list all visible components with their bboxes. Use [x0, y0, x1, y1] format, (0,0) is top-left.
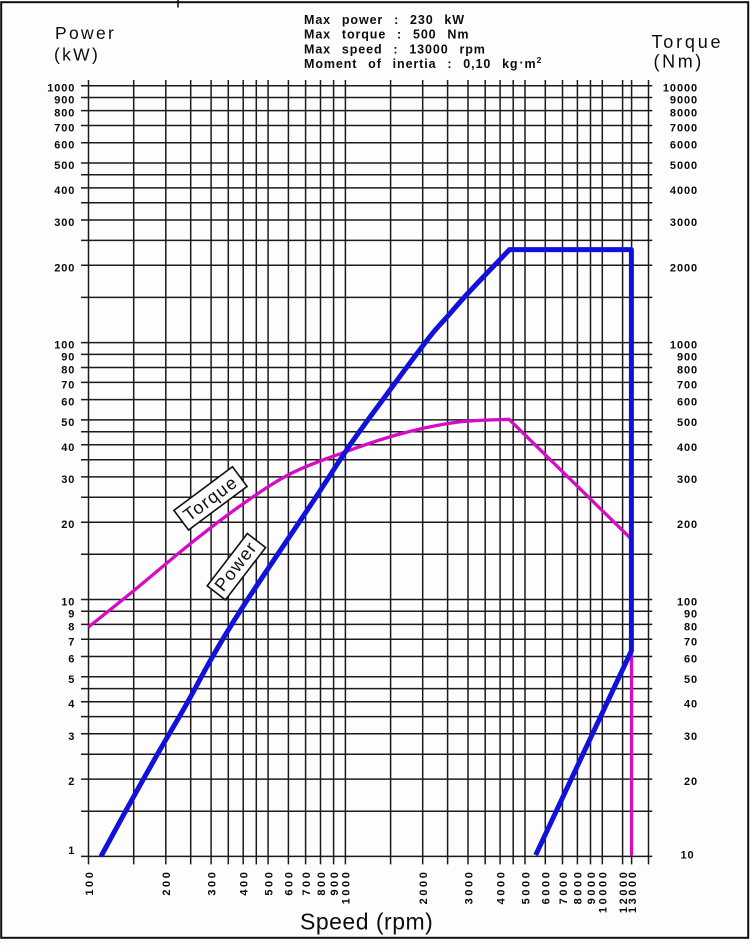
svg-text:1: 1 [68, 845, 75, 857]
svg-text:300: 300 [54, 217, 75, 229]
svg-text:80: 80 [61, 365, 75, 377]
svg-text:90: 90 [684, 608, 698, 620]
svg-text:Max speed : 13000 rpm: Max speed : 13000 rpm [304, 42, 486, 56]
svg-text:3000: 3000 [463, 870, 475, 905]
svg-text:30: 30 [684, 731, 698, 743]
svg-text:60: 60 [684, 654, 698, 666]
svg-text:4: 4 [68, 699, 75, 711]
svg-text:6000: 6000 [541, 870, 553, 905]
svg-text:3: 3 [68, 731, 75, 743]
svg-text:400: 400 [239, 870, 251, 896]
svg-text:30: 30 [61, 474, 75, 486]
svg-text:6: 6 [68, 654, 75, 666]
svg-text:1000: 1000 [47, 83, 75, 95]
svg-text:200: 200 [677, 519, 698, 531]
svg-text:8000: 8000 [670, 108, 698, 120]
svg-text:Max power : 230 kW: Max power : 230 kW [304, 13, 465, 27]
svg-text:70: 70 [684, 636, 698, 648]
svg-text:5000: 5000 [670, 160, 698, 172]
svg-text:10000: 10000 [598, 870, 610, 914]
svg-text:13000: 13000 [627, 870, 639, 914]
svg-text:600: 600 [284, 870, 296, 896]
svg-text:800: 800 [54, 108, 75, 120]
svg-text:300: 300 [677, 474, 698, 486]
svg-text:Power: Power [55, 23, 116, 43]
svg-text:200: 200 [161, 870, 173, 896]
svg-text:(kW): (kW) [54, 45, 100, 65]
svg-text:400: 400 [677, 442, 698, 454]
svg-text:Max torque : 500 Nm: Max torque : 500 Nm [304, 28, 469, 42]
svg-text:2000: 2000 [670, 262, 698, 274]
svg-text:60: 60 [61, 397, 75, 409]
svg-text:2000: 2000 [418, 870, 430, 905]
svg-text:10: 10 [680, 849, 694, 861]
svg-text:9: 9 [68, 608, 75, 620]
svg-text:80: 80 [684, 621, 698, 633]
svg-text:8: 8 [68, 621, 75, 633]
svg-text:800: 800 [677, 365, 698, 377]
svg-text:500: 500 [677, 417, 698, 429]
svg-text:300: 300 [206, 870, 218, 896]
svg-text:5000: 5000 [520, 870, 532, 905]
svg-text:50: 50 [61, 417, 75, 429]
svg-text:9000: 9000 [586, 870, 598, 905]
svg-text:900: 900 [677, 351, 698, 363]
svg-text:700: 700 [301, 870, 313, 896]
svg-text:2: 2 [68, 776, 75, 788]
svg-text:50: 50 [684, 674, 698, 686]
svg-text:900: 900 [54, 95, 75, 107]
svg-text:3000: 3000 [670, 217, 698, 229]
svg-text:20: 20 [684, 776, 698, 788]
svg-text:500: 500 [54, 160, 75, 172]
svg-text:20: 20 [61, 519, 75, 531]
svg-text:1000: 1000 [341, 870, 353, 905]
svg-text:6000: 6000 [670, 140, 698, 152]
svg-text:1000: 1000 [670, 340, 698, 352]
svg-text:600: 600 [54, 140, 75, 152]
svg-text:90: 90 [61, 351, 75, 363]
svg-text:7: 7 [68, 636, 75, 648]
svg-text:500: 500 [263, 870, 275, 896]
svg-text:700: 700 [54, 123, 75, 135]
svg-text:100: 100 [84, 870, 96, 896]
svg-text:800: 800 [316, 870, 328, 896]
svg-text:9000: 9000 [670, 95, 698, 107]
svg-text:(Nm): (Nm) [654, 52, 704, 72]
svg-text:7000: 7000 [670, 123, 698, 135]
svg-text:10000: 10000 [663, 83, 698, 95]
svg-text:Moment of inertia : 0,10 kg·m2: Moment of inertia : 0,10 kg·m2 [304, 55, 542, 71]
svg-text:40: 40 [61, 442, 75, 454]
svg-text:100: 100 [54, 340, 75, 352]
svg-text:7000: 7000 [558, 870, 570, 905]
svg-text:400: 400 [54, 185, 75, 197]
svg-text:70: 70 [61, 379, 75, 391]
svg-text:8000: 8000 [573, 870, 585, 905]
svg-text:100: 100 [677, 597, 698, 609]
svg-text:700: 700 [677, 379, 698, 391]
svg-text:4000: 4000 [670, 185, 698, 197]
svg-text:12000: 12000 [618, 870, 630, 914]
svg-text:4000: 4000 [495, 870, 507, 905]
svg-text:900: 900 [329, 870, 341, 896]
svg-text:Torque: Torque [652, 32, 724, 52]
svg-text:10: 10 [61, 597, 75, 609]
svg-text:Speed (rpm): Speed (rpm) [300, 909, 433, 935]
svg-text:40: 40 [684, 699, 698, 711]
svg-text:200: 200 [54, 262, 75, 274]
svg-text:600: 600 [677, 397, 698, 409]
svg-text:5: 5 [68, 674, 75, 686]
